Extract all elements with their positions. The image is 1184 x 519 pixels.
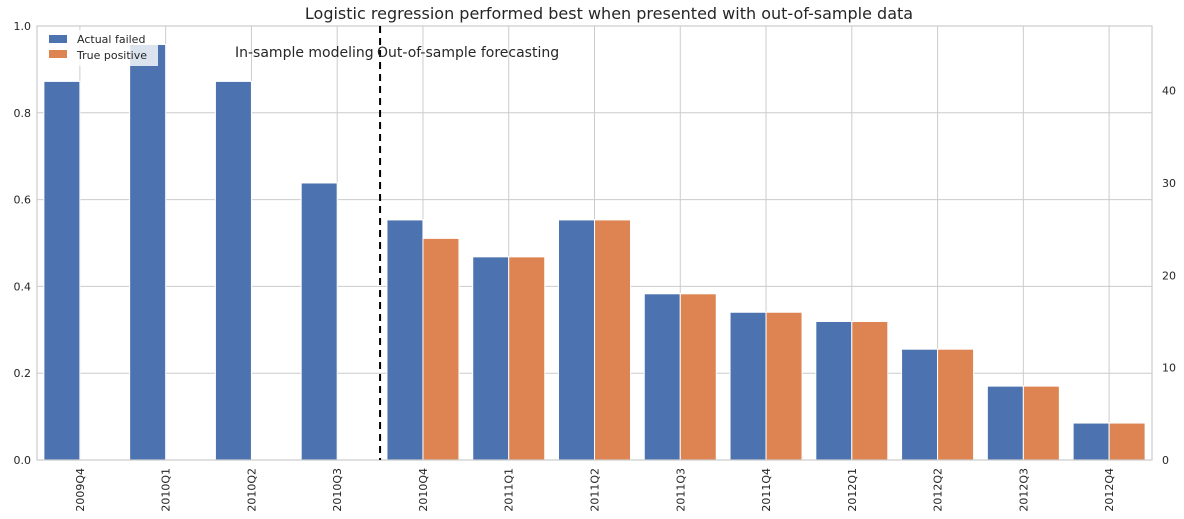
right-tick-label: 20 (1162, 269, 1176, 282)
bar-actual-failed-2009Q4 (43, 80, 81, 461)
right-tick-label: 0 (1162, 454, 1169, 467)
bar-true-positive-2011Q2 (594, 219, 631, 461)
x-tick-label-2011Q4: 2011Q4 (760, 468, 773, 512)
left-tick-label: 0.4 (14, 280, 32, 293)
plot-border (36, 25, 1153, 461)
bar-actual-failed-2012Q4 (1072, 422, 1110, 461)
bar-true-positive-2011Q4 (765, 311, 803, 461)
legend-label-actual-failed: Actual failed (77, 33, 145, 46)
annotation-in-sample: In-sample modeling (235, 45, 374, 61)
x-tick-label-2010Q3: 2010Q3 (331, 468, 344, 512)
bar-true-positive-2012Q2 (937, 348, 975, 461)
x-tick-label-2010Q2: 2010Q2 (245, 468, 258, 512)
left-y-axis: 0.0 0.2 0.4 0.6 0.8 1.0 (14, 20, 32, 467)
x-tick-label-2011Q2: 2011Q2 (589, 468, 602, 512)
bar-actual-failed-2010Q4 (386, 219, 424, 461)
bar-actual-failed-2012Q1 (815, 320, 853, 461)
x-tick-label-2011Q3: 2011Q3 (674, 468, 687, 512)
bar-actual-failed-2011Q3 (643, 293, 681, 461)
x-tick-label-2012Q1: 2012Q1 (846, 468, 859, 512)
x-tick-label-2009Q4: 2009Q4 (74, 468, 87, 512)
bar-true-positive-2012Q1 (851, 320, 889, 461)
bar-actual-failed-2011Q1 (472, 256, 510, 461)
bar-true-positive-2011Q1 (508, 256, 546, 461)
x-tick-label-2010Q4: 2010Q4 (417, 468, 430, 512)
left-tick-label: 1.0 (14, 20, 32, 33)
x-tick-label-2012Q4: 2012Q4 (1103, 468, 1116, 512)
legend-swatch-true-positive (49, 50, 67, 58)
legend-swatch-actual-failed (49, 35, 67, 43)
bar-true-positive-2010Q4 (422, 237, 460, 461)
bar-true-positive-2011Q3 (679, 293, 717, 461)
bar-true-positive-2012Q4 (1108, 422, 1146, 461)
plot-frame (36, 25, 1153, 461)
x-tick-label-2012Q3: 2012Q3 (1017, 468, 1030, 512)
right-y-axis: 0 10 20 30 40 (1162, 85, 1176, 467)
legend: Actual failed True positive (46, 30, 158, 66)
legend-label-true-positive: True positive (76, 49, 147, 62)
x-tick-label-2010Q1: 2010Q1 (160, 468, 173, 512)
left-tick-label: 0.0 (14, 454, 32, 467)
bar-actual-failed-2010Q3 (300, 182, 338, 461)
left-tick-label: 0.2 (14, 367, 32, 380)
chart-title: Logistic regression performed best when … (305, 4, 913, 23)
right-tick-label: 40 (1162, 85, 1176, 98)
bar-actual-failed-2011Q2 (558, 219, 595, 461)
bar-actual-failed-2012Q2 (901, 348, 939, 461)
bar-actual-failed-2011Q4 (729, 311, 767, 461)
left-tick-label: 0.6 (14, 194, 32, 207)
right-tick-label: 30 (1162, 177, 1176, 190)
x-tick-label-2011Q1: 2011Q1 (503, 468, 516, 512)
bar-actual-failed-2012Q3 (986, 385, 1024, 461)
bar-actual-failed-2010Q1 (129, 43, 167, 461)
x-tick-label-2012Q2: 2012Q2 (932, 468, 945, 512)
annotation-out-of-sample: Out-of-sample forecasting (377, 45, 559, 61)
bar-true-positive-2012Q3 (1022, 385, 1060, 461)
bar-actual-failed-2010Q2 (214, 80, 252, 461)
x-axis: 2009Q4 2010Q1 2010Q2 2010Q3 2010Q4 2011Q1 2011… (74, 468, 1116, 512)
right-tick-label: 10 (1162, 362, 1176, 375)
left-tick-label: 0.8 (14, 107, 32, 120)
bars (43, 43, 1146, 461)
